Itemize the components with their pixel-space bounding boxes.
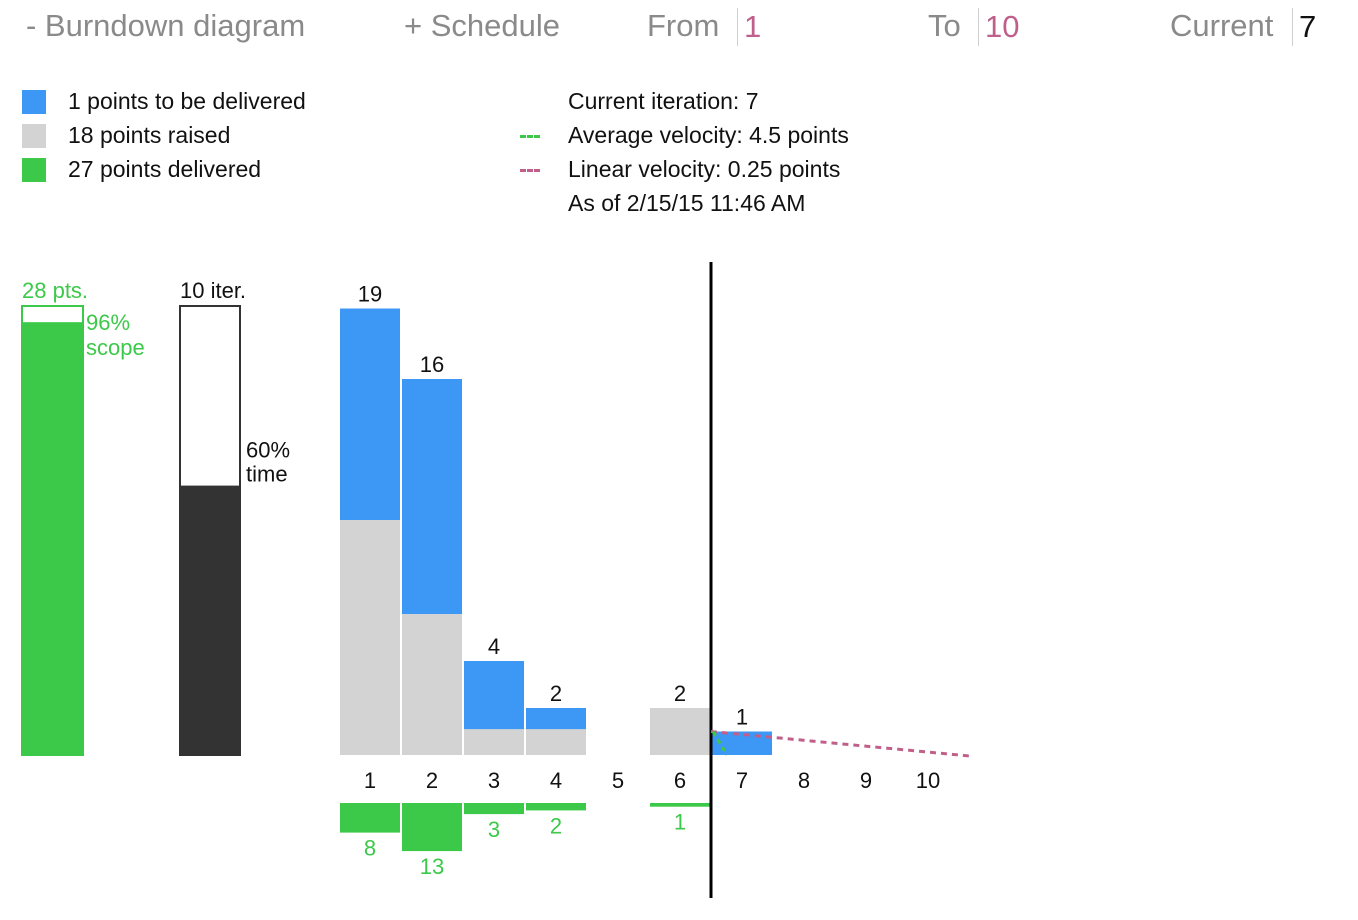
bar-total-label: 1 — [736, 705, 748, 730]
raised-bar — [340, 520, 400, 755]
schedule-toggle[interactable]: + Schedule — [404, 8, 560, 43]
delivered-bar — [464, 803, 524, 815]
scope-caption: scope — [86, 335, 145, 360]
to-input[interactable]: 10 — [978, 8, 1019, 46]
time-percent: 60% — [246, 438, 290, 463]
to-deliver-swatch — [22, 90, 46, 114]
iteration-label: 9 — [860, 768, 872, 793]
average-velocity-line — [711, 730, 729, 756]
burndown-toggle[interactable]: - Burndown diagram — [26, 8, 306, 43]
to-label: To — [928, 8, 961, 43]
legend-to-deliver: 1 points to be delivered — [68, 88, 306, 114]
to-deliver-bar — [712, 731, 772, 755]
delivered-label: 8 — [364, 836, 376, 861]
time-fill — [180, 485, 240, 755]
legend-as-of: As of 2/15/15 11:46 AM — [568, 190, 806, 216]
to-deliver-bar — [340, 308, 400, 520]
raised-bar — [464, 729, 524, 755]
legend-delivered: 27 points delivered — [68, 156, 262, 182]
to-deliver-bar — [464, 661, 524, 730]
delivered-label: 2 — [550, 813, 562, 838]
scope-fill — [22, 322, 83, 755]
legend-average-velocity: Average velocity: 4.5 points — [568, 122, 849, 148]
time-total-label: 10 iter. — [180, 278, 246, 303]
legend-current-iteration: Current iteration: 7 — [568, 88, 759, 114]
iteration-label: 10 — [916, 768, 940, 793]
current-input[interactable]: 7 — [1292, 8, 1316, 46]
iteration-label: 3 — [488, 768, 500, 793]
legend-linear-velocity: Linear velocity: 0.25 points — [568, 156, 841, 182]
iteration-label: 8 — [798, 768, 810, 793]
raised-bar — [526, 729, 586, 755]
scope-total-label: 28 pts. — [22, 278, 88, 303]
bar-total-label: 4 — [488, 634, 500, 659]
bar-total-label: 2 — [550, 681, 562, 706]
average-velocity-dash — [520, 135, 540, 138]
bar-total-label: 16 — [420, 352, 444, 377]
scope-percent: 96% — [86, 310, 130, 335]
delivered-bar — [402, 803, 462, 852]
delivered-bar — [650, 803, 710, 807]
raised-bar — [650, 708, 710, 755]
raised-bar — [402, 614, 462, 755]
from-input[interactable]: 1 — [737, 8, 761, 46]
to-deliver-bar — [526, 708, 586, 730]
iteration-label: 2 — [426, 768, 438, 793]
legend-raised: 18 points raised — [68, 122, 231, 148]
from-label: From — [647, 8, 720, 43]
time-caption: time — [246, 462, 288, 487]
current-label: Current — [1170, 8, 1274, 43]
iteration-label: 7 — [736, 768, 748, 793]
raised-swatch — [22, 124, 46, 148]
iteration-label: 4 — [550, 768, 562, 793]
iteration-label: 1 — [364, 768, 376, 793]
iteration-label: 6 — [674, 768, 686, 793]
delivered-label: 1 — [674, 810, 686, 835]
delivered-bar — [526, 803, 586, 811]
delivered-bar — [340, 803, 400, 833]
top-bar: - Burndown diagram + Schedule From 1 To … — [0, 0, 1358, 60]
bar-total-label: 19 — [358, 282, 382, 307]
delivered-label: 13 — [420, 854, 444, 879]
to-deliver-bar — [402, 379, 462, 614]
iteration-label: 5 — [612, 768, 624, 793]
linear-velocity-dash — [520, 169, 540, 172]
delivered-label: 3 — [488, 817, 500, 842]
bar-total-label: 2 — [674, 681, 686, 706]
delivered-swatch — [22, 158, 46, 182]
